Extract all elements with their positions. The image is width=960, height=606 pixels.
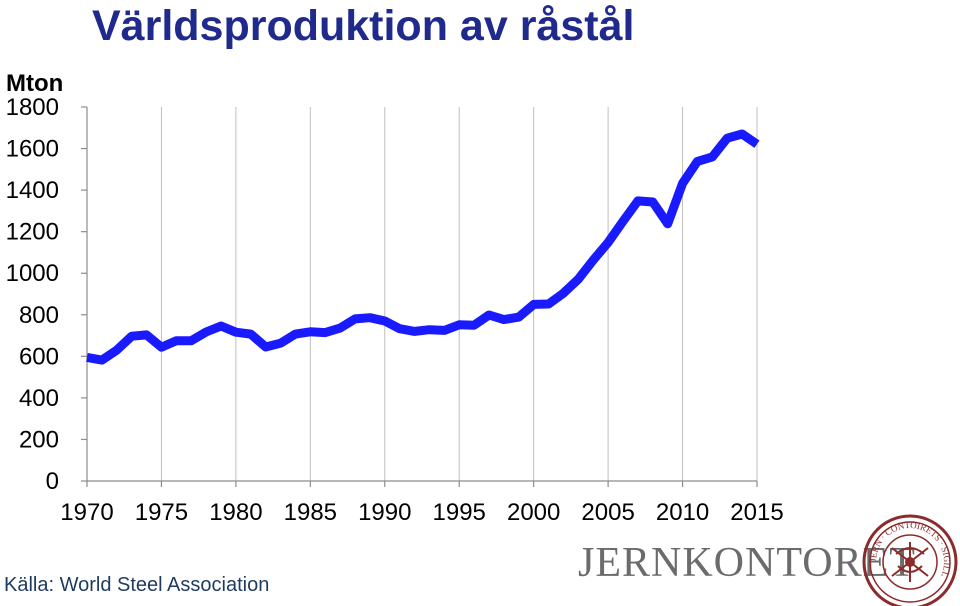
x-tick-label-2000: 2000 [507, 499, 560, 526]
y-tick-label-1000: 1000 [6, 260, 59, 287]
x-tick-label-2010: 2010 [656, 499, 709, 526]
x-tick-label-1975: 1975 [135, 499, 188, 526]
grid-lines [160, 107, 758, 481]
series-lines [86, 129, 760, 365]
y-tick-label-1600: 1600 [6, 136, 59, 163]
x-tick-label-1980: 1980 [209, 499, 262, 526]
x-tick-label-1985: 1985 [284, 499, 337, 526]
x-tick-labels: 1970 1975 1980 1985 1990 1995 2000 2005 2010 2015 [60, 499, 783, 526]
chart-title: Världsproduktion av råstål [92, 2, 634, 50]
y-tick-label-1200: 1200 [6, 219, 59, 246]
y-tick-label-600: 600 [19, 343, 59, 370]
source-note: Källa: World Steel Association [4, 574, 269, 596]
y-tick-labels: 0 200 400 600 800 1000 1200 1400 1600 1800 [6, 94, 59, 495]
jernkontoret-seal-icon: JERN · CONTOIRETS · SIGILL [862, 514, 958, 606]
logo-wordmark: JERNKONTORET [578, 540, 916, 586]
x-tick-label-2005: 2005 [581, 499, 634, 526]
y-axis-unit-label: Mton [6, 70, 63, 97]
x-tick-label-1995: 1995 [433, 499, 486, 526]
axes [81, 106, 758, 487]
y-tick-label-200: 200 [19, 426, 59, 453]
jernkontoret-logo: JERNKONTORET [578, 540, 916, 586]
x-tick-label-1990: 1990 [358, 499, 411, 526]
y-tick-label-1800: 1800 [6, 94, 59, 121]
y-tick-label-0: 0 [46, 468, 59, 495]
series-line-0 [86, 129, 760, 365]
x-tick-label-2015: 2015 [730, 499, 783, 526]
y-tick-label-800: 800 [19, 302, 59, 329]
x-tick-label-1970: 1970 [60, 499, 113, 526]
y-tick-label-400: 400 [19, 385, 59, 412]
y-tick-label-1400: 1400 [6, 177, 59, 204]
